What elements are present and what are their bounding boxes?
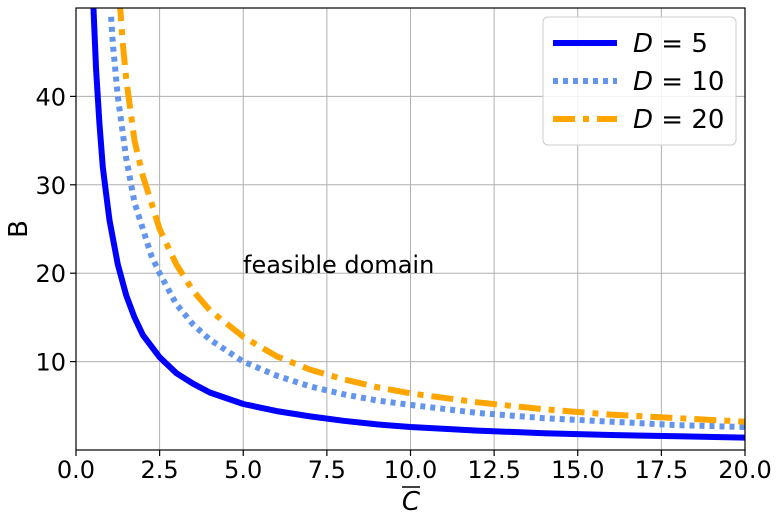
y-ticks: 10 20 30 40: [35, 83, 76, 377]
annotation-feasible-domain: feasible domain: [243, 251, 434, 279]
series-line-2: [108, 16, 745, 430]
x-tick-label: 10.0: [384, 456, 437, 484]
series-line-1: [90, 8, 745, 441]
y-tick-label: 40: [35, 83, 66, 111]
legend-label-3: D = 20: [633, 105, 724, 135]
y-tick-label: 10: [35, 349, 66, 377]
x-tick-label: 2.5: [141, 456, 179, 484]
x-tick-label: 12.5: [467, 456, 520, 484]
legend: D = 5 D = 10 D = 20: [542, 16, 737, 146]
legend-label-2: D = 10: [633, 67, 724, 97]
x-ticks: 0.0 2.5 5.0 7.5 10.0 12.5 15.0 17.5 20.0: [57, 450, 772, 484]
series-line-3: [117, 8, 745, 425]
y-axis-label: B: [4, 220, 34, 238]
legend-label-1: D = 5: [633, 29, 708, 59]
x-tick-label: 15.0: [551, 456, 604, 484]
x-tick-label: 17.5: [635, 456, 688, 484]
legend-frame: [542, 16, 737, 146]
x-tick-label: 7.5: [308, 456, 346, 484]
x-tick-label: 20.0: [718, 456, 771, 484]
y-tick-label: 30: [35, 172, 66, 200]
x-tick-label: 5.0: [224, 456, 262, 484]
y-tick-label: 20: [35, 260, 66, 288]
x-tick-label: 0.0: [57, 456, 95, 484]
x-axis-label: C: [402, 487, 421, 517]
x-axis-label-group: C: [402, 486, 421, 517]
series-lines: [90, 8, 745, 441]
